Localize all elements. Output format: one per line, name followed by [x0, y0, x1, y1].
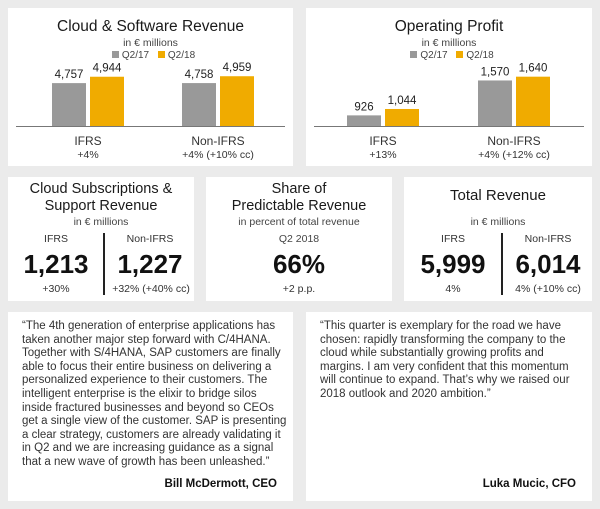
- card-title: Operating Profit: [394, 18, 504, 35]
- card-title-line1: Share of: [271, 181, 327, 197]
- bar-q2-18-non-ifrs: [516, 76, 550, 126]
- card-title: Total Revenue: [450, 187, 546, 204]
- ceo-signature: Bill McDermott, CEO: [164, 478, 277, 490]
- data-label: 1,640: [519, 63, 548, 75]
- card-title-line2: Support Revenue: [44, 198, 158, 214]
- ifrs-label: IFRS: [44, 233, 68, 245]
- unit-label: in € millions: [421, 37, 477, 49]
- ifrs-label: IFRS: [441, 233, 465, 245]
- cloud-revenue-bar-chart: 4,757 4,758 4,944 4,959: [16, 62, 285, 127]
- non-ifrs-growth: +32% (+40% cc): [112, 283, 190, 295]
- data-label: 4,757: [55, 69, 84, 81]
- card-title-line2: Predictable Revenue: [231, 198, 367, 214]
- column-divider: [103, 233, 105, 295]
- group-label-non-ifrs: Non-IFRS: [191, 134, 245, 148]
- legend-swatch-q217: [111, 50, 119, 58]
- ceo-quote-card: “The 4th generation of enterprise applic…: [8, 312, 293, 501]
- group-growth-non-ifrs: +4% (+12% cc): [478, 149, 550, 161]
- total-revenue-card: Total Revenue in € millions IFRS 5,999 4…: [404, 177, 592, 301]
- chart-legend: Q2/17 Q2/18: [8, 50, 293, 61]
- unit-label: in € millions: [470, 216, 526, 228]
- card-title-line1: Cloud Subscriptions &: [29, 181, 173, 197]
- ifrs-value: 5,999: [420, 249, 486, 279]
- non-ifrs-value: 1,227: [117, 249, 183, 279]
- cloud-subscriptions-card: Cloud Subscriptions & Support Revenue in…: [8, 177, 194, 301]
- data-label: 4,758: [185, 69, 214, 81]
- data-label: 1,044: [388, 95, 417, 107]
- group-growth-non-ifrs: +4% (+10% cc): [182, 149, 254, 161]
- cfo-quote-text: “This quarter is exemplary for the road …: [320, 320, 570, 400]
- ifrs-growth: 4%: [445, 283, 461, 295]
- unit-label: in € millions: [73, 216, 129, 228]
- legend-swatch-q218: [157, 50, 165, 58]
- card-title: Cloud & Software Revenue: [57, 18, 244, 35]
- group-growth-ifrs: +4%: [77, 149, 99, 161]
- legend-label-q217: Q2/17: [420, 50, 448, 61]
- ifrs-growth: +30%: [42, 283, 70, 295]
- share-growth: +2 p.p.: [282, 283, 316, 295]
- share-value: 66%: [272, 249, 326, 279]
- non-ifrs-value: 6,014: [515, 249, 581, 279]
- bar-q2-18-non-ifrs: [220, 76, 254, 126]
- ifrs-value: 1,213: [23, 249, 89, 279]
- bar-q2-18-ifrs: [90, 76, 124, 126]
- group-growth-ifrs: +13%: [369, 149, 397, 161]
- non-ifrs-label: Non-IFRS: [126, 233, 174, 245]
- column-divider: [501, 233, 503, 295]
- group-label-non-ifrs: Non-IFRS: [487, 134, 541, 148]
- legend-label-q218: Q2/18: [466, 50, 494, 61]
- non-ifrs-growth: 4% (+10% cc): [515, 283, 581, 295]
- bar-q2-17-non-ifrs: [478, 80, 512, 126]
- non-ifrs-label: Non-IFRS: [524, 233, 572, 245]
- ceo-quote-text: “The 4th generation of enterprise applic…: [22, 320, 287, 468]
- legend-swatch-q217: [410, 50, 418, 58]
- operating-profit-bar-chart: 926 1,570 1,044 1,640: [314, 63, 584, 127]
- data-label: 4,944: [93, 63, 122, 75]
- cloud-software-revenue-card: Cloud & Software Revenue in € millions Q…: [8, 8, 293, 166]
- legend-label-q217: Q2/17: [121, 50, 150, 61]
- data-label: 4,959: [223, 62, 252, 74]
- group-label-ifrs: IFRS: [369, 134, 397, 148]
- unit-label: in € millions: [123, 37, 178, 49]
- legend-swatch-q218: [456, 50, 464, 58]
- group-label-ifrs: IFRS: [74, 134, 102, 148]
- data-label: 1,570: [481, 66, 510, 78]
- bar-q2-18-ifrs: [385, 108, 419, 126]
- legend-label-q218: Q2/18: [167, 50, 196, 61]
- data-label: 926: [354, 101, 373, 113]
- bar-q2-17-ifrs: [52, 83, 86, 126]
- bar-q2-17-non-ifrs: [182, 83, 216, 126]
- unit-label: in percent of total revenue: [238, 216, 360, 228]
- cfo-signature: Luka Mucic, CFO: [482, 478, 576, 490]
- bar-q2-17-ifrs: [347, 115, 381, 126]
- chart-legend: Q2/17 Q2/18: [306, 50, 592, 61]
- cfo-quote-card: “This quarter is exemplary for the road …: [306, 312, 592, 501]
- operating-profit-card: Operating Profit in € millions Q2/17 Q2/…: [306, 8, 592, 166]
- predictable-revenue-card: Share of Predictable Revenue in percent …: [206, 177, 392, 301]
- period-label: Q2 2018: [278, 233, 320, 245]
